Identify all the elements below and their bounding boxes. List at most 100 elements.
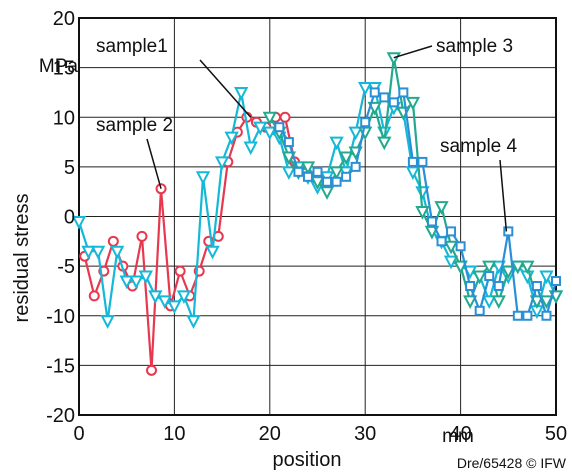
data-point <box>520 260 535 275</box>
data-point <box>274 122 285 133</box>
y-tick-label: 0 <box>64 207 75 229</box>
annotation-sample-2: sample 2 <box>96 115 173 189</box>
data-point <box>539 270 554 285</box>
data-point <box>426 216 437 227</box>
data-point <box>322 176 333 187</box>
data-point <box>539 295 554 310</box>
data-point <box>136 230 148 242</box>
data-point <box>446 226 457 237</box>
credit-label: Dre/65428 © IFW <box>457 455 567 471</box>
data-point <box>434 201 449 215</box>
data-point <box>501 265 516 280</box>
data-point <box>417 156 428 167</box>
data-point <box>310 176 325 190</box>
data-point <box>360 117 371 128</box>
data-point <box>443 240 459 255</box>
y-tick-label: -5 <box>57 256 75 278</box>
leader-line <box>146 138 162 189</box>
data-point <box>453 260 468 275</box>
data-point <box>388 97 399 108</box>
data-point <box>348 126 363 141</box>
x-tick-label: 30 <box>354 423 376 445</box>
x-axis-label: position <box>273 449 342 471</box>
data-point <box>167 300 182 314</box>
annotation-label: sample 4 <box>440 136 518 157</box>
data-point <box>338 151 354 166</box>
data-point <box>443 255 459 270</box>
data-point <box>148 290 163 305</box>
data-point <box>279 111 291 123</box>
data-point <box>512 310 523 321</box>
data-point <box>176 290 192 305</box>
data-point <box>329 136 344 151</box>
data-point <box>503 226 514 237</box>
x-tick-label: 40 <box>449 423 471 445</box>
series-line <box>278 91 558 317</box>
y-tick-label: -15 <box>46 355 75 377</box>
data-point <box>119 275 134 290</box>
data-point <box>541 310 552 321</box>
data-point <box>482 260 497 275</box>
data-point <box>300 161 316 176</box>
annotation-sample1: sample1 <box>96 36 252 118</box>
data-point <box>436 236 447 247</box>
leader-line <box>393 45 433 59</box>
x-axis-unit: mm <box>442 426 474 447</box>
data-point <box>281 151 297 166</box>
data-point <box>407 156 418 167</box>
data-point <box>484 271 495 282</box>
data-point <box>377 136 392 151</box>
data-point <box>243 141 258 156</box>
data-point <box>415 206 430 220</box>
data-point <box>465 280 476 291</box>
data-point <box>319 186 335 200</box>
data-point <box>331 176 342 187</box>
data-point <box>253 121 268 136</box>
data-point <box>531 280 542 291</box>
data-point <box>138 270 153 285</box>
y-tick-label: 10 <box>53 107 75 129</box>
data-point <box>88 290 100 302</box>
data-point <box>493 280 504 291</box>
data-point <box>367 101 382 116</box>
data-point <box>262 126 277 141</box>
data-point <box>405 166 421 180</box>
data-point <box>491 295 506 310</box>
y-axis-label: residual stress <box>11 194 33 323</box>
series-sample-2 <box>79 111 301 376</box>
data-point <box>405 96 421 111</box>
data-point <box>379 92 390 103</box>
data-point <box>455 241 466 252</box>
x-tick-label: 0 <box>73 423 84 445</box>
data-point <box>472 270 487 285</box>
annotation-layer: sample1 sample 2 sample 3 sample 4 <box>96 36 518 232</box>
data-point <box>281 166 297 180</box>
data-point <box>186 315 201 329</box>
annotation-label: sample 2 <box>96 115 173 136</box>
y-tick-label: 15 <box>53 58 75 80</box>
data-point <box>174 265 186 277</box>
data-point <box>195 171 211 185</box>
data-point <box>358 81 373 96</box>
data-point <box>205 245 220 260</box>
leader-line <box>199 59 252 118</box>
y-tick-label: -20 <box>46 405 75 427</box>
data-point <box>522 310 533 321</box>
data-point <box>234 86 249 101</box>
data-point <box>462 295 478 310</box>
data-point <box>398 87 409 98</box>
data-point <box>146 364 158 376</box>
data-point <box>312 166 323 177</box>
data-point <box>100 315 115 329</box>
data-point <box>262 111 277 126</box>
x-tick-label: 10 <box>163 423 185 445</box>
data-point <box>107 235 119 247</box>
annotation-label: sample 3 <box>436 36 513 57</box>
data-point <box>71 215 87 230</box>
annotation-sample-4: sample 4 <box>440 136 518 232</box>
x-tick-label: 20 <box>259 423 281 445</box>
data-point <box>224 131 239 146</box>
data-point <box>529 295 545 310</box>
data-point <box>341 171 352 182</box>
series-layer <box>71 52 564 376</box>
